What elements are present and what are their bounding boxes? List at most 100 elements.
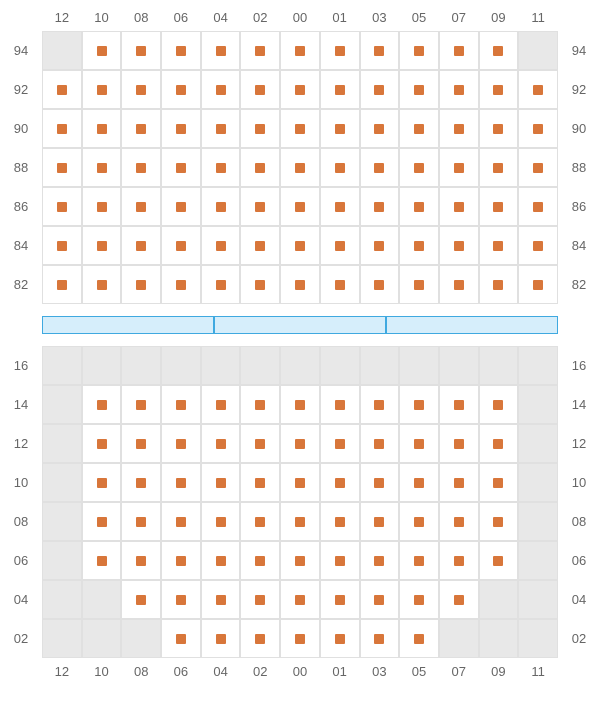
- seat-cell[interactable]: [161, 148, 201, 187]
- seat-cell[interactable]: [82, 109, 122, 148]
- seat-cell[interactable]: [399, 148, 439, 187]
- seat-cell[interactable]: [439, 580, 479, 619]
- seat-cell[interactable]: [360, 424, 400, 463]
- seat-cell[interactable]: [320, 70, 360, 109]
- seat-cell[interactable]: [320, 502, 360, 541]
- seat-cell[interactable]: [161, 70, 201, 109]
- seat-cell[interactable]: [439, 226, 479, 265]
- seat-cell[interactable]: [360, 580, 400, 619]
- seat-cell[interactable]: [320, 619, 360, 658]
- seat-cell[interactable]: [240, 541, 280, 580]
- seat-cell[interactable]: [399, 541, 439, 580]
- seat-cell[interactable]: [121, 226, 161, 265]
- seat-cell[interactable]: [518, 148, 558, 187]
- seat-cell[interactable]: [439, 463, 479, 502]
- seat-cell[interactable]: [240, 187, 280, 226]
- seat-cell[interactable]: [479, 502, 519, 541]
- seat-cell[interactable]: [280, 109, 320, 148]
- seat-cell[interactable]: [161, 541, 201, 580]
- seat-cell[interactable]: [320, 541, 360, 580]
- seat-cell[interactable]: [518, 187, 558, 226]
- seat-cell[interactable]: [161, 31, 201, 70]
- seat-cell[interactable]: [42, 226, 82, 265]
- seat-cell[interactable]: [121, 580, 161, 619]
- seat-cell[interactable]: [240, 580, 280, 619]
- seat-cell[interactable]: [518, 226, 558, 265]
- seat-cell[interactable]: [121, 265, 161, 304]
- seat-cell[interactable]: [201, 31, 241, 70]
- seat-cell[interactable]: [161, 424, 201, 463]
- seat-cell[interactable]: [161, 109, 201, 148]
- seat-cell[interactable]: [82, 265, 122, 304]
- seat-cell[interactable]: [360, 31, 400, 70]
- seat-cell[interactable]: [479, 424, 519, 463]
- seat-cell[interactable]: [439, 187, 479, 226]
- seat-cell[interactable]: [479, 265, 519, 304]
- seat-cell[interactable]: [82, 541, 122, 580]
- seat-cell[interactable]: [439, 148, 479, 187]
- seat-cell[interactable]: [399, 463, 439, 502]
- seat-cell[interactable]: [121, 148, 161, 187]
- seat-cell[interactable]: [518, 265, 558, 304]
- seat-cell[interactable]: [360, 109, 400, 148]
- seat-cell[interactable]: [320, 265, 360, 304]
- seat-cell[interactable]: [121, 109, 161, 148]
- seat-cell[interactable]: [360, 463, 400, 502]
- seat-cell[interactable]: [201, 109, 241, 148]
- seat-cell[interactable]: [479, 70, 519, 109]
- seat-cell[interactable]: [439, 502, 479, 541]
- seat-cell[interactable]: [42, 70, 82, 109]
- seat-cell[interactable]: [240, 31, 280, 70]
- seat-cell[interactable]: [121, 70, 161, 109]
- seat-cell[interactable]: [399, 580, 439, 619]
- seat-cell[interactable]: [439, 424, 479, 463]
- seat-cell[interactable]: [360, 265, 400, 304]
- seat-cell[interactable]: [399, 70, 439, 109]
- seat-cell[interactable]: [121, 463, 161, 502]
- seat-cell[interactable]: [240, 463, 280, 502]
- seat-cell[interactable]: [82, 385, 122, 424]
- seat-cell[interactable]: [42, 265, 82, 304]
- seat-cell[interactable]: [240, 424, 280, 463]
- seat-cell[interactable]: [42, 187, 82, 226]
- seat-cell[interactable]: [399, 265, 439, 304]
- seat-cell[interactable]: [121, 187, 161, 226]
- seat-cell[interactable]: [479, 187, 519, 226]
- seat-cell[interactable]: [360, 541, 400, 580]
- seat-cell[interactable]: [399, 109, 439, 148]
- seat-cell[interactable]: [121, 385, 161, 424]
- seat-cell[interactable]: [201, 580, 241, 619]
- seat-cell[interactable]: [518, 109, 558, 148]
- seat-cell[interactable]: [240, 226, 280, 265]
- seat-cell[interactable]: [479, 148, 519, 187]
- seat-cell[interactable]: [121, 502, 161, 541]
- seat-cell[interactable]: [479, 541, 519, 580]
- seat-cell[interactable]: [399, 424, 439, 463]
- seat-cell[interactable]: [320, 580, 360, 619]
- seat-cell[interactable]: [439, 385, 479, 424]
- seat-cell[interactable]: [42, 109, 82, 148]
- seat-cell[interactable]: [439, 265, 479, 304]
- seat-cell[interactable]: [161, 226, 201, 265]
- seat-cell[interactable]: [82, 226, 122, 265]
- seat-cell[interactable]: [280, 541, 320, 580]
- seat-cell[interactable]: [201, 541, 241, 580]
- seat-cell[interactable]: [82, 70, 122, 109]
- seat-cell[interactable]: [121, 31, 161, 70]
- seat-cell[interactable]: [82, 424, 122, 463]
- seat-cell[interactable]: [240, 148, 280, 187]
- seat-cell[interactable]: [161, 265, 201, 304]
- seat-cell[interactable]: [439, 31, 479, 70]
- seat-cell[interactable]: [201, 502, 241, 541]
- seat-cell[interactable]: [439, 109, 479, 148]
- seat-cell[interactable]: [201, 424, 241, 463]
- seat-cell[interactable]: [320, 424, 360, 463]
- seat-cell[interactable]: [280, 226, 320, 265]
- seat-cell[interactable]: [320, 109, 360, 148]
- seat-cell[interactable]: [479, 385, 519, 424]
- seat-cell[interactable]: [320, 385, 360, 424]
- seat-cell[interactable]: [201, 385, 241, 424]
- seat-cell[interactable]: [121, 541, 161, 580]
- seat-cell[interactable]: [82, 502, 122, 541]
- seat-cell[interactable]: [161, 187, 201, 226]
